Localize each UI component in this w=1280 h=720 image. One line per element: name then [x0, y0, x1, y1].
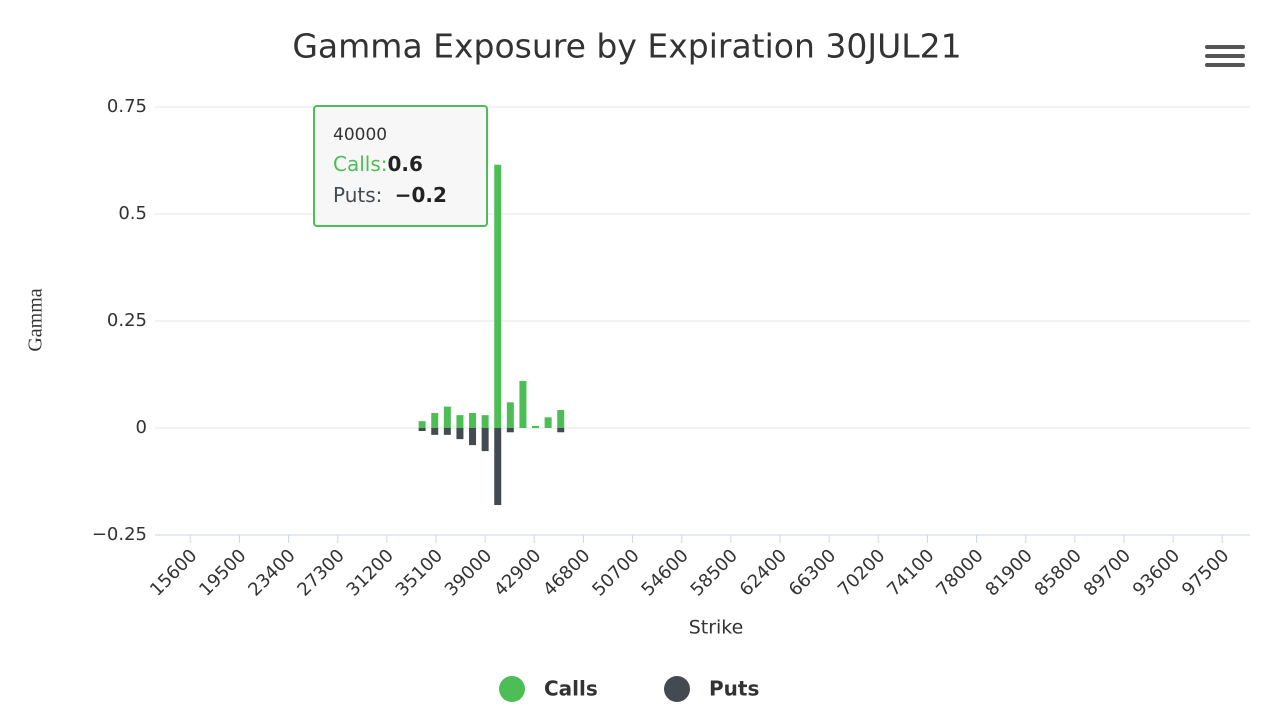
bar [519, 380, 527, 428]
bar [456, 415, 464, 428]
tooltip-header: 40000 [333, 125, 387, 145]
bar [532, 425, 540, 428]
bar [557, 428, 565, 433]
tooltip: 40000 Calls:0.6 Puts: −0.2 [313, 105, 488, 227]
menu-bar [1205, 63, 1245, 67]
bar [418, 421, 426, 428]
legend-label: Calls [544, 677, 598, 701]
bar [469, 413, 477, 428]
y-tick-label: 0.25 [107, 310, 147, 331]
menu-bar [1205, 54, 1245, 58]
legend-item[interactable]: Calls [499, 676, 598, 702]
bar [456, 428, 464, 440]
x-axis-title: Strike [689, 617, 744, 639]
bar [431, 428, 439, 435]
bar [418, 428, 426, 431]
bar [494, 428, 502, 506]
tooltip-label: Calls: [333, 152, 388, 176]
bar [494, 164, 502, 428]
bar [469, 428, 477, 446]
tooltip-box [313, 105, 488, 227]
tooltip-value: 0.6 [388, 152, 423, 176]
bar [557, 410, 565, 428]
y-tick-label: 0 [136, 417, 147, 438]
y-tick-label: 0.5 [118, 203, 147, 224]
chart-title: Gamma Exposure by Expiration 30JUL21 [292, 27, 961, 66]
menu-icon[interactable] [1205, 45, 1245, 67]
legend-symbol [499, 676, 525, 702]
menu-bar [1205, 45, 1245, 49]
legend-symbol [664, 676, 690, 702]
bar [506, 402, 514, 428]
y-axis-title: Gamma [25, 288, 47, 351]
tooltip-label: Puts: [333, 183, 389, 207]
bar [544, 417, 552, 428]
bar [443, 428, 451, 435]
tooltip-row: Puts: −0.2 [333, 183, 447, 207]
legend-item[interactable]: Puts [664, 676, 759, 702]
y-tick-label: −0.25 [92, 524, 147, 545]
legend-label: Puts [709, 677, 759, 701]
y-tick-label: 0.75 [107, 96, 147, 117]
bar [431, 413, 439, 428]
tooltip-value: −0.2 [395, 183, 447, 207]
bar [481, 415, 489, 428]
bar [443, 406, 451, 428]
bar [506, 428, 514, 433]
bar [481, 428, 489, 452]
tooltip-row: Calls:0.6 [333, 152, 423, 176]
